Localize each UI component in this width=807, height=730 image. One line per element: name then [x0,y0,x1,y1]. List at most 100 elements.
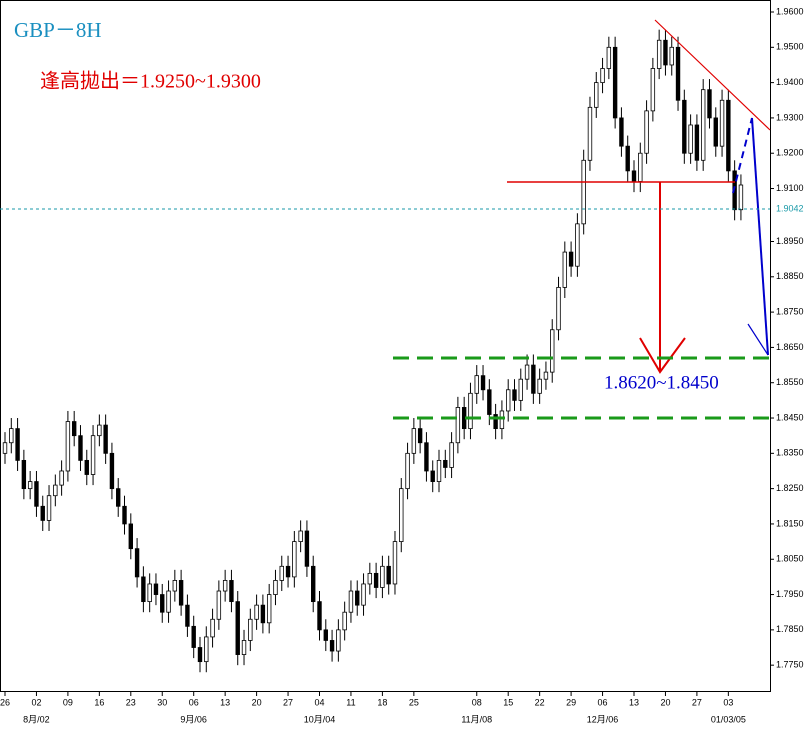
candle-body [606,46,612,69]
candle-body [436,459,442,482]
current-price-box [772,203,807,216]
candle-body [229,580,234,603]
y-tick-label: 1.8750 [776,306,804,316]
y-tick-label: 1.9400 [776,77,804,87]
candle-body [266,594,272,624]
target-arrowhead [639,337,686,374]
x-tick-label: 02 [31,697,41,707]
candle-body [210,618,215,638]
candle-body [254,604,259,620]
candle-body [323,629,328,641]
candle-body [141,576,146,603]
candle-body [367,572,373,585]
candle-body [97,424,102,437]
x-group-label: 9月/06 [180,714,207,724]
candle-body [78,435,83,461]
x-tick-label: 22 [535,697,545,707]
candle-body [90,435,96,475]
candle-body [474,375,479,394]
candle-body [524,364,530,380]
candle-body [172,580,178,592]
candle-body [273,580,278,595]
y-tick-label: 1.8050 [776,554,804,564]
x-group-label: 10月/04 [304,714,336,724]
x-tick-label: 15 [503,697,513,707]
projection-arrowhead [747,323,769,356]
candle-body [468,392,473,430]
candle-body [166,590,171,613]
candle-body [304,530,310,567]
candle-body [9,428,14,444]
y-tick-label: 1.8450 [776,412,804,422]
candle-body [707,89,712,119]
candle-body [600,68,605,84]
candle-body [619,117,624,147]
candle-body [279,565,284,581]
candle-body [361,583,366,606]
candle-body [537,378,542,394]
chart-title: GBP－8H [14,18,102,42]
candle-body [392,541,398,585]
candle-body [373,572,379,588]
candle-body [311,565,316,603]
candle-body [405,452,410,490]
sell-annotation: 逢高拋出＝1.9250~1.9300 [40,70,261,93]
candle-body [638,152,643,182]
candle-body [512,389,517,401]
candle-body [575,223,580,267]
x-tick-label: 16 [94,697,104,707]
candle-body [726,99,731,172]
candle-body [116,488,121,507]
candle-body [46,495,52,521]
x-tick-label: 29 [566,697,576,707]
candle-body [59,470,64,486]
candle-body [568,251,574,267]
candles [2,29,744,673]
candle-body [505,389,511,412]
candle-body [493,414,498,430]
candle-body [417,428,423,444]
candle-body [663,39,668,66]
y-tick-label: 1.9600 [776,6,804,16]
y-tick-label: 1.8850 [776,271,804,281]
x-group-label: 12月/06 [587,714,619,724]
x-group-label: 01/03/05 [711,714,746,724]
candle-body [562,251,568,288]
candle-body [65,421,71,472]
candle-body [216,590,222,620]
candle-body [336,629,341,652]
candle-body [84,459,89,475]
y-tick-label: 1.9300 [776,112,804,122]
candle-body [122,505,127,525]
x-tick-label: 09 [63,697,73,707]
candle-body [285,565,291,578]
candle-body [518,378,523,401]
candle-body [298,530,303,542]
candle-body [700,89,706,161]
candle-body [241,640,247,655]
y-tick-label: 1.9200 [776,148,804,158]
candle-body [34,481,39,507]
x-tick-label: 27 [283,697,293,707]
candle-body [719,99,725,147]
candle-body [185,604,190,627]
x-tick-label: 13 [220,697,230,707]
y-tick-label: 1.8250 [776,483,804,493]
candle-body [399,488,404,542]
candle-body [587,106,593,161]
y-tick-label: 1.8350 [776,448,804,458]
x-tick-label: 25 [409,697,419,707]
x-tick-label: 13 [629,697,639,707]
y-tick-label: 1.9500 [776,42,804,52]
x-tick-label: 20 [252,697,262,707]
pattern-lines [507,19,771,374]
candle-body [656,39,662,69]
candle-body [103,424,108,454]
candle-body [355,590,360,606]
candle-body [550,329,555,373]
x-tick-label: 11 [346,697,355,707]
candle-body [631,170,637,182]
candle-body [53,484,58,497]
candle-body [2,442,8,454]
